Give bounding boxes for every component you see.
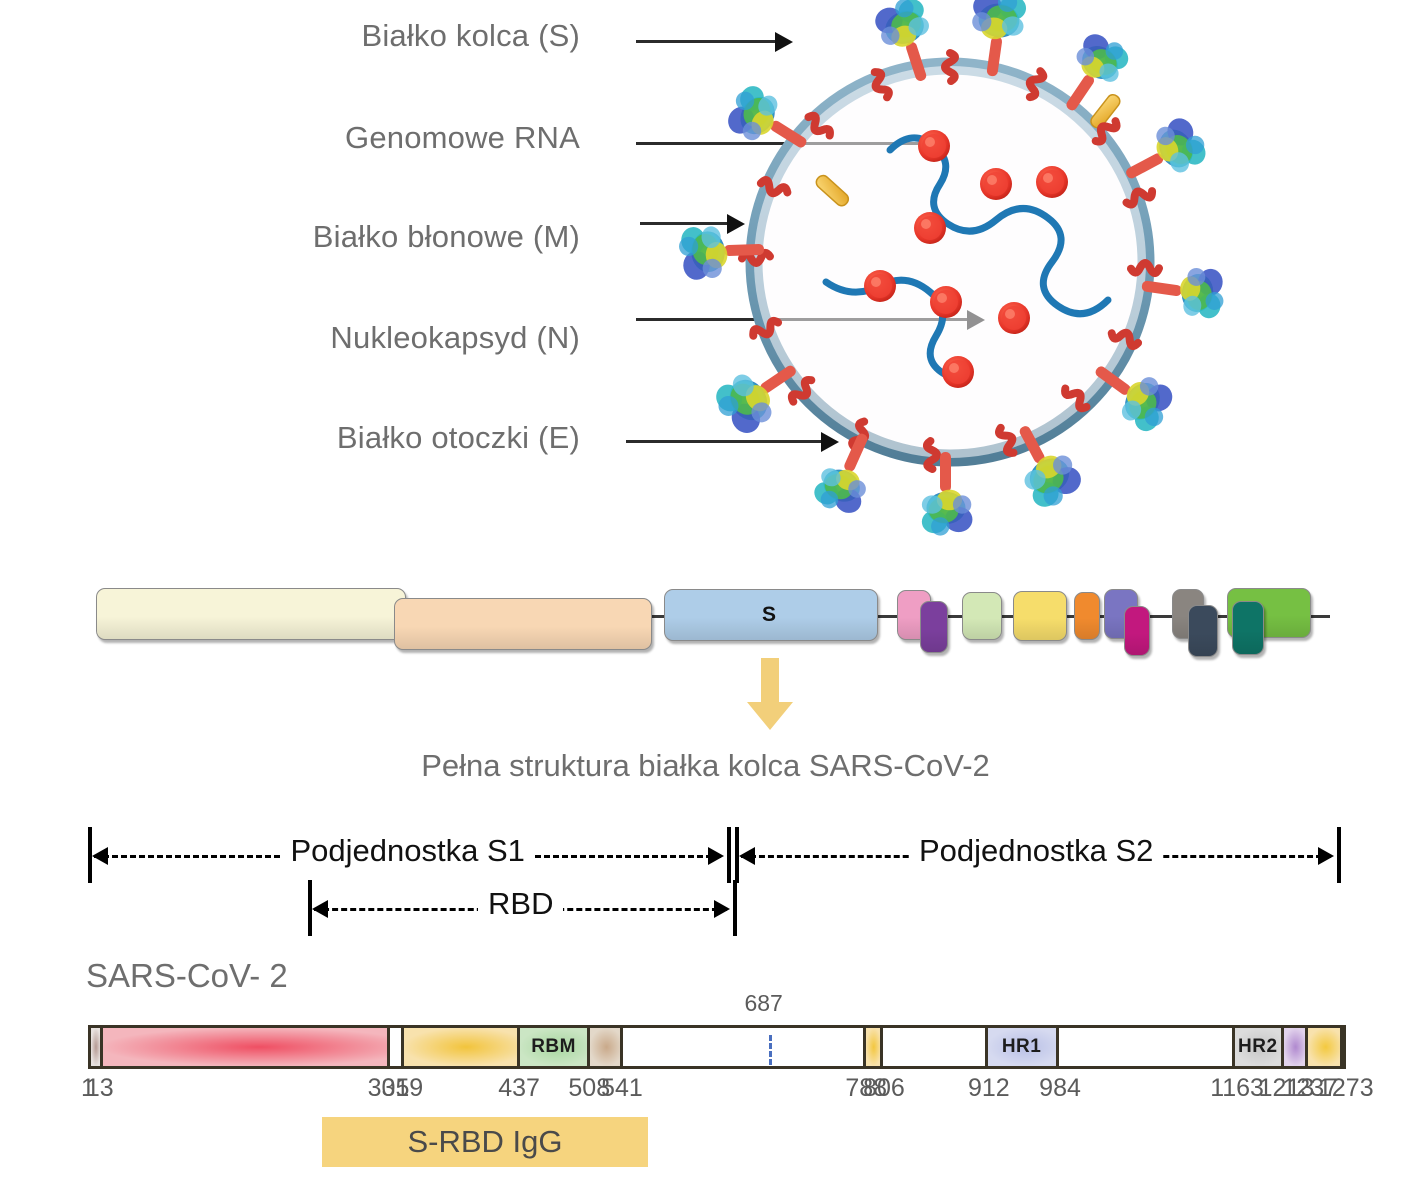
callout-label-2: Białko błonowe (M) <box>312 219 580 254</box>
subunit-arrowhead-right-0 <box>708 847 724 865</box>
domain-segment-RBD-3 <box>404 1028 521 1066</box>
envelope-protein-group <box>815 94 1121 207</box>
domain-segment-TM-12 <box>1283 1028 1308 1066</box>
tick-label-1213: 1213 <box>1258 1074 1315 1102</box>
domain-segment-label-RBM: RBM <box>531 1036 576 1057</box>
domain-segment-spacer-8 <box>883 1028 988 1066</box>
spike-protein-group <box>678 0 1228 536</box>
gene-box-orf6 <box>1074 592 1100 640</box>
tick-label-508: 508 <box>568 1074 611 1102</box>
tick-label-806: 806 <box>863 1074 905 1102</box>
tick-label-912: 912 <box>967 1074 1010 1102</box>
gene-box-n <box>1188 605 1218 657</box>
gene-box-orf3b <box>920 601 948 653</box>
s-gene-label: S <box>762 603 777 626</box>
cleavage-site-label: 687 <box>744 990 783 1016</box>
domain-segment-FP-7 <box>865 1028 884 1066</box>
subunit-cap-end-2 <box>1337 827 1341 883</box>
subunit-arrowhead-left-1 <box>312 900 328 918</box>
subunit-arrowhead-left-2 <box>739 847 755 865</box>
gene-box-m <box>1013 591 1067 641</box>
subunit-cap-start-1 <box>308 880 312 936</box>
domain-segment-HR1-9: HR1 <box>987 1028 1059 1066</box>
domain-segment-spacer-6 <box>622 1028 866 1066</box>
leader-arrow-4 <box>626 431 839 452</box>
subunit-arrowhead-right-2 <box>1318 847 1334 865</box>
subunit-label-0: Podjednostka S1 <box>280 833 535 869</box>
subunit-arrowhead-right-1 <box>714 900 730 918</box>
gene-box-e <box>962 592 1002 640</box>
domain-segment-spacer-2 <box>390 1028 404 1066</box>
tick-label-788: 788 <box>845 1074 888 1102</box>
domain-segment-spacer-10 <box>1058 1028 1235 1066</box>
callout-label-4: Białko otoczki (E) <box>336 420 580 455</box>
tick-label-319: 319 <box>381 1074 424 1102</box>
domain-segment-NTD-1 <box>102 1028 391 1066</box>
tick-label-437: 437 <box>498 1074 540 1102</box>
spike-domain-bar: RBM HR1 HR2 <box>88 1025 1346 1069</box>
domain-segment-label-HR1: HR1 <box>1001 1036 1042 1057</box>
tick-label-1273: 1273 <box>1318 1074 1374 1102</box>
domain-segment-SD-5 <box>590 1028 623 1066</box>
tick-label-305: 305 <box>367 1074 410 1102</box>
leader-arrow-2 <box>640 213 745 234</box>
tick-label-541: 541 <box>601 1074 643 1102</box>
callout-label-1: Genomowe RNA <box>345 120 580 155</box>
gene-box-orf1b <box>394 598 652 650</box>
gene-box-orf1a <box>96 588 406 640</box>
genome-map: S <box>0 560 1411 670</box>
subunit-arrowhead-left-0 <box>92 847 108 865</box>
domain-segment-HR2-11: HR2 <box>1234 1028 1284 1066</box>
subunit-cap-start-2 <box>735 827 739 883</box>
cleavage-site-marker <box>769 1035 773 1065</box>
virus-particle-illustration <box>640 0 1260 545</box>
tick-label-984: 984 <box>1039 1074 1081 1102</box>
s-rbd-igg-banner: S-RBD IgG <box>322 1117 648 1167</box>
callout-label-0: Białko kolca (S) <box>361 18 580 53</box>
down-arrow-icon <box>744 658 796 732</box>
subunit-cap-start-0 <box>88 827 92 883</box>
tick-label-13: 13 <box>85 1074 114 1102</box>
strain-title: SARS-CoV- 2 <box>86 957 288 994</box>
leader-arrow-0 <box>636 31 793 52</box>
gene-box-orf7b <box>1124 606 1150 656</box>
gene-box-s <box>664 589 878 641</box>
domain-segment-spacer-0 <box>91 1028 103 1066</box>
tick-label-1163: 1163 <box>1210 1074 1264 1102</box>
subunit-label-2: Podjednostka S2 <box>909 833 1164 869</box>
domain-segment-label-HR2: HR2 <box>1238 1036 1278 1057</box>
domain-segment-RBM-4: RBM <box>520 1028 591 1066</box>
callout-label-3: Nukleokapsyd (N) <box>330 320 580 355</box>
virus-svg <box>678 0 1228 536</box>
subunit-cap-end-0 <box>727 827 731 883</box>
subunit-label-1: RBD <box>478 886 564 922</box>
tick-label-1: 1 <box>81 1074 95 1102</box>
subunit-cap-end-1 <box>733 880 737 936</box>
domain-segment-CT-13 <box>1307 1028 1343 1066</box>
tick-label-1237: 1237 <box>1282 1074 1339 1102</box>
gene-box-orf9 <box>1232 601 1264 655</box>
spike-structure-caption: Pełna struktura białka kolca SARS-CoV-2 <box>421 748 990 783</box>
